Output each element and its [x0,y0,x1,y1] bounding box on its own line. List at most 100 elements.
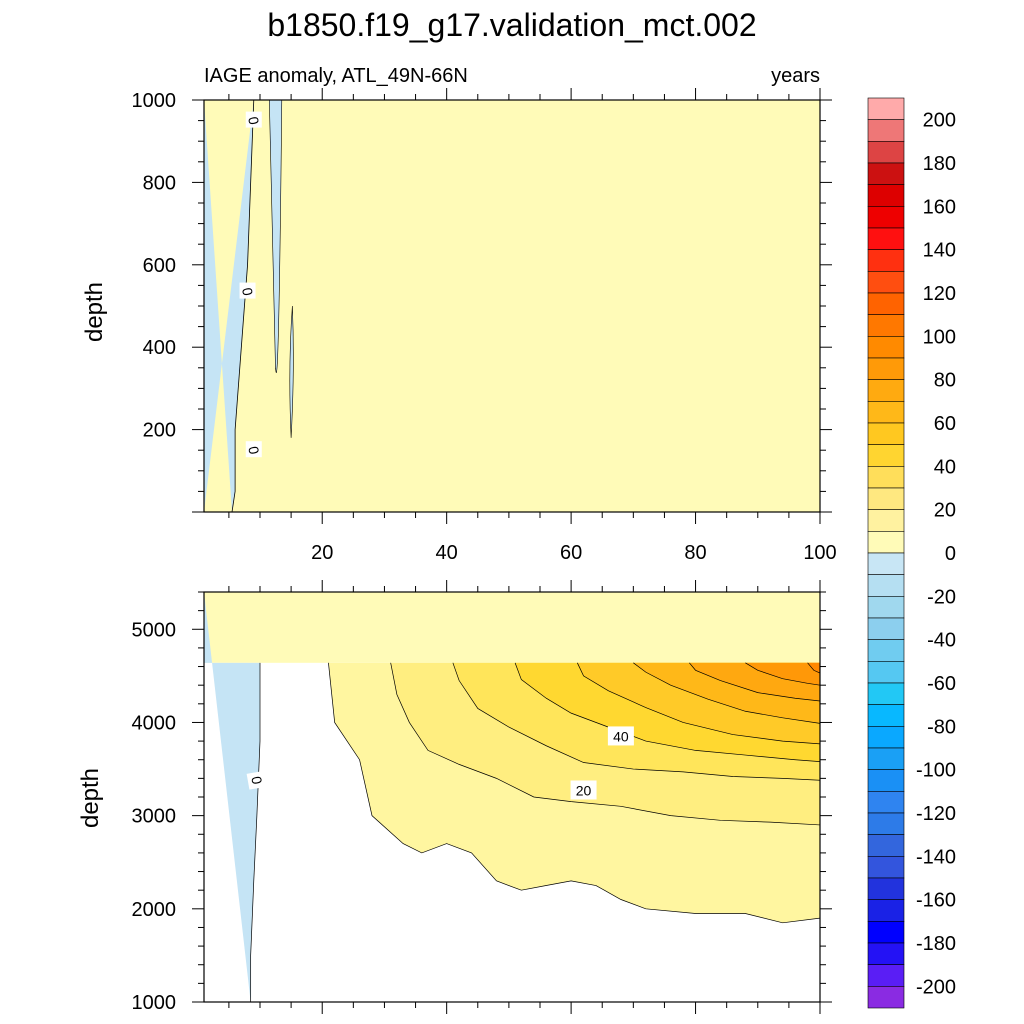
chart-subtitle-right: years [771,65,820,87]
colorbar-swatch [867,249,905,272]
contour-label-bg [245,441,262,458]
colorbar-tick-label: 140 [923,240,956,262]
contour-label-bg [607,726,634,746]
y-tick-label: 600 [143,255,176,277]
colorbar-swatch [867,531,905,554]
y-tick-label: 800 [143,172,176,194]
lower-y-axis-label: depth [77,768,104,828]
lower-negative-region [204,592,260,1002]
colorbar-tick-label: -160 [916,890,956,912]
colorbar-swatch [867,227,905,250]
colorbar-tick-label: -20 [927,586,956,608]
colorbar-tick-label: 80 [934,370,956,392]
colorbar-swatch [867,119,905,142]
colorbar-swatch [867,379,905,402]
contour-label-bg [246,770,269,790]
contour-line-40 [745,662,821,686]
colorbar-swatch [867,704,905,727]
colorbar-swatch [867,206,905,229]
colorbar-swatch [867,899,905,922]
y-tick-label: 5000 [132,619,177,641]
contour-label: 40 [613,728,629,744]
colorbar-tick-label: 180 [923,153,956,175]
colorbar-tick-label: -180 [916,933,956,955]
colorbar-tick-label: -120 [916,803,956,825]
colorbar-swatch [867,357,905,380]
x-tick-label: 60 [560,542,582,564]
y-tick-label: 1000 [132,90,177,112]
colorbar-swatch [867,769,905,792]
colorbar-swatch [867,422,905,445]
colorbar-swatch [867,661,905,684]
colorbar-swatch [867,791,905,814]
colorbar-swatch [867,444,905,467]
colorbar-swatch [867,336,905,359]
colorbar-swatch [867,596,905,619]
colorbar-swatch [867,986,905,1009]
colorbar-swatch [867,747,905,770]
contour-band-40 [745,662,820,686]
colorbar-swatch [867,487,905,510]
colorbar-swatch [867,141,905,164]
chart-subtitle-left: IAGE anomaly, ATL_49N-66N [204,65,468,87]
x-tick-label: 40 [436,542,458,564]
upper-zero-contour [231,99,255,513]
contour-line-35 [689,662,821,702]
colorbar-swatch [867,964,905,987]
colorbar-swatch [867,552,905,575]
contour-line-15 [452,662,821,781]
colorbar-tick-label: 60 [934,413,956,435]
y-tick-label: 3000 [132,806,177,828]
upper-negative-sliver-2 [289,305,294,438]
colorbar-tick-label: -100 [916,760,956,782]
contour-line-5 [328,662,821,924]
upper-negative-sliver [269,99,283,373]
colorbar-tick-label: -80 [927,716,956,738]
x-tick-label: 20 [311,542,333,564]
y-tick-label: 4000 [132,712,177,734]
lower-panel: 0 20 40 1000 2000 3000 4000 5000 [132,580,832,1014]
colorbar-swatch [867,617,905,640]
colorbar-swatch [867,682,905,705]
colorbar-swatch [867,726,905,749]
colorbar-swatch [867,921,905,944]
contour-label: 0 [239,286,256,297]
colorbar-swatch [867,466,905,489]
colorbar-swatch [867,292,905,315]
colorbar-tick-label: -200 [916,976,956,998]
colorbar-tick-label: 20 [934,500,956,522]
colorbar-swatch [867,314,905,337]
upper-panel: 0 0 0 200 400 600 800 1000 20 40 60 80 100 [132,88,837,564]
contour-label: 20 [576,782,592,798]
colorbar-tick-label: -140 [916,846,956,868]
colorbar-swatch [867,834,905,857]
contour-line-30 [633,662,821,724]
contour-band-45 [807,662,820,674]
colorbar-tick-label: -40 [927,630,956,652]
colorbar-tick-label: 120 [923,283,956,305]
x-tick-label: 100 [803,542,836,564]
contour-label: 0 [245,115,262,126]
colorbar-tick-label: 40 [934,456,956,478]
y-tick-label: 1000 [132,992,177,1014]
colorbar-swatch [867,184,905,207]
colorbar-swatch [867,509,905,532]
contour-label: 0 [248,775,265,786]
chart-title: b1850.f19_g17.validation_mct.002 [267,7,756,43]
colorbar-swatch [867,856,905,879]
lower-base-fill [204,592,820,663]
colorbar-tick-label: 160 [923,196,956,218]
contour-label-bg [245,111,262,128]
colorbar-tick-label: -60 [927,673,956,695]
upper-y-axis-label: depth [81,282,108,342]
contour-label: 0 [245,445,262,456]
colorbar-swatch [867,942,905,965]
y-tick-label: 200 [143,420,176,442]
colorbar: 200180160140120100806040200-20-40-60-80-… [867,97,956,1009]
upper-positive-fill [204,100,820,512]
colorbar-swatch [867,574,905,597]
contour-line-0 [250,662,261,1002]
colorbar-swatch [867,97,905,120]
contour-line-45 [807,662,821,674]
upper-negative-region [204,100,254,512]
